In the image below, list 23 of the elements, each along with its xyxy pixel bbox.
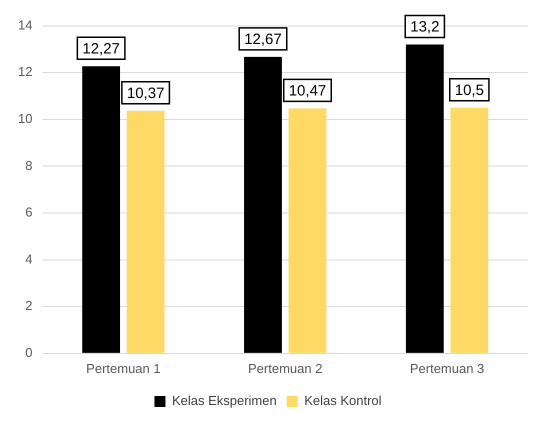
y-tick-label: 2 [25,298,32,314]
y-tick-label: 6 [25,204,32,220]
data-label: 13,2 [410,18,440,36]
data-label: 12,27 [82,40,120,58]
legend-label: Kelas Kontrol [304,393,382,408]
y-tick-label: 4 [25,251,32,266]
y-tick-label: 0 [25,344,32,360]
y-tick-label: 10 [18,110,32,126]
legend-label: Kelas Eksperimen [172,393,277,408]
data-label: 10,37 [126,84,164,102]
bar [406,44,444,353]
y-tick-label: 14 [18,17,32,32]
bar [450,108,488,353]
x-tick-label: Pertemuan 3 [410,360,484,376]
data-label: 10,47 [288,82,326,100]
data-label: 12,67 [244,31,282,48]
x-tick-label: Pertemuan 1 [86,360,161,376]
y-tick-label: 8 [25,158,32,173]
bar [126,110,165,353]
y-tick-label: 12 [18,64,32,80]
data-label: 10,5 [454,82,484,99]
x-tick-label: Pertemuan 2 [248,360,322,376]
bar [288,108,326,353]
